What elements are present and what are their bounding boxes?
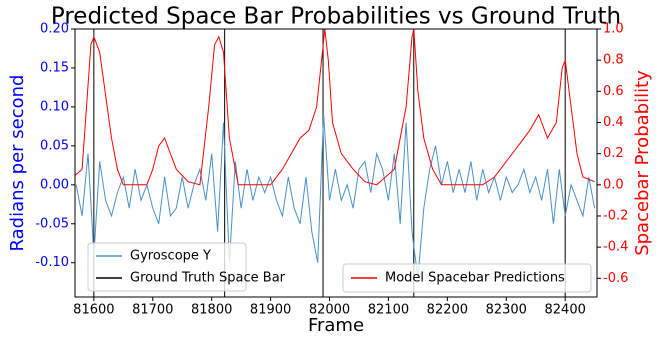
x-tick-label: 81800: [191, 303, 232, 318]
y2-tick-label: -0.4: [603, 240, 628, 255]
x-tick-label: 81700: [132, 303, 173, 318]
x-tick-label: 82200: [427, 303, 468, 318]
legend-box: [87, 242, 247, 292]
y2-tick-label: -0.2: [603, 208, 628, 223]
y-tick-label: 0.00: [40, 177, 69, 192]
x-tick-label: 82300: [486, 303, 527, 318]
x-tick-label: 81600: [73, 303, 114, 318]
y2-tick-label: 0.0: [603, 177, 624, 192]
series-line: [75, 114, 596, 279]
y-tick-label: 0.05: [40, 138, 69, 153]
x-axis-label: Frame: [308, 315, 364, 336]
y-tick-label: -0.10: [35, 255, 69, 270]
legend-label: Ground Truth Space Bar: [130, 271, 286, 286]
y2-tick-label: 0.2: [603, 146, 624, 161]
y2-tick-label: 0.4: [603, 115, 624, 130]
y2-tick-label: -0.6: [603, 271, 628, 286]
x-tick-label: 81900: [250, 303, 291, 318]
y2-tick-label: 0.8: [603, 53, 624, 68]
x-tick-label: 82000: [309, 303, 350, 318]
y-axis-label: Radians per second: [7, 75, 28, 252]
legend-box: [342, 263, 592, 293]
y2-tick-label: 0.6: [603, 84, 624, 99]
x-tick-label: 82400: [545, 303, 586, 318]
legend-label: Model Spacebar Predictions: [385, 271, 565, 286]
y-tick-label: 0.15: [40, 60, 69, 75]
y2-tick-label: 1.0: [603, 22, 624, 37]
plot-frame: [74, 28, 598, 298]
legend-label: Gyroscope Y: [130, 249, 211, 264]
series-line: [74, 28, 595, 186]
y2-axis-label: Spacebar Probability: [632, 70, 653, 256]
x-tick-label: 82100: [368, 303, 409, 318]
y-tick-label: -0.05: [35, 216, 69, 231]
y-tick-label: 0.10: [40, 99, 69, 114]
y-tick-label: 0.20: [40, 22, 69, 37]
chart-title: Predicted Space Bar Probabilities vs Gro…: [51, 4, 621, 30]
